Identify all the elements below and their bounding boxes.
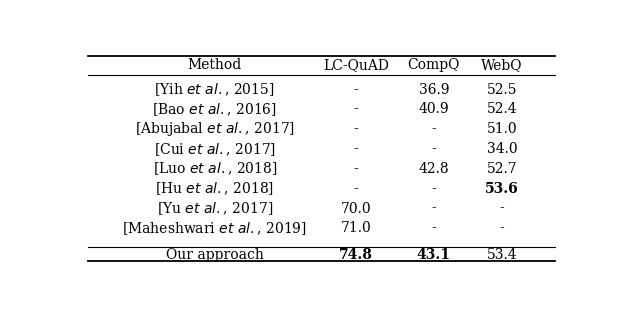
Text: Our approach: Our approach (166, 248, 264, 262)
Text: -: - (431, 202, 436, 216)
Text: -: - (499, 202, 504, 216)
Text: -: - (354, 162, 359, 176)
Text: 52.5: 52.5 (487, 83, 517, 97)
Text: -: - (354, 142, 359, 156)
Text: 53.6: 53.6 (485, 182, 519, 196)
Text: [Maheshwari $\it{et\ al.}$, 2019]: [Maheshwari $\it{et\ al.}$, 2019] (122, 220, 307, 237)
Text: 53.4: 53.4 (487, 248, 517, 262)
Text: 52.4: 52.4 (487, 102, 517, 116)
Text: CompQ: CompQ (408, 58, 460, 73)
Text: Method: Method (188, 58, 242, 73)
Text: -: - (354, 102, 359, 116)
Text: WebQ: WebQ (481, 58, 522, 73)
Text: [Yu $\it{et\ al.}$, 2017]: [Yu $\it{et\ al.}$, 2017] (157, 200, 273, 217)
Text: -: - (431, 122, 436, 136)
Text: -: - (354, 122, 359, 136)
Text: [Cui $\it{et\ al.}$, 2017]: [Cui $\it{et\ al.}$, 2017] (154, 141, 276, 158)
Text: 36.9: 36.9 (418, 83, 449, 97)
Text: LC-QuAD: LC-QuAD (323, 58, 389, 73)
Text: [Yih $\it{et\ al.}$, 2015]: [Yih $\it{et\ al.}$, 2015] (154, 81, 275, 98)
Text: -: - (354, 182, 359, 196)
Text: 51.0: 51.0 (487, 122, 517, 136)
Text: -: - (431, 221, 436, 236)
Text: 40.9: 40.9 (418, 102, 449, 116)
Text: 70.0: 70.0 (340, 202, 371, 216)
Text: -: - (431, 142, 436, 156)
Text: [Luo $\it{et\ al.}$, 2018]: [Luo $\it{et\ al.}$, 2018] (153, 160, 277, 177)
Text: 71.0: 71.0 (340, 221, 371, 236)
Text: 74.8: 74.8 (339, 248, 373, 262)
Text: -: - (431, 182, 436, 196)
Text: [Hu $\it{et\ al.}$, 2018]: [Hu $\it{et\ al.}$, 2018] (155, 181, 274, 197)
Text: -: - (354, 83, 359, 97)
Text: [Bao $\it{et\ al.}$, 2016]: [Bao $\it{et\ al.}$, 2016] (153, 101, 277, 118)
Text: [Abujabal $\it{et\ al.}$, 2017]: [Abujabal $\it{et\ al.}$, 2017] (135, 120, 295, 138)
Text: 34.0: 34.0 (487, 142, 517, 156)
Text: -: - (499, 221, 504, 236)
Text: 42.8: 42.8 (418, 162, 449, 176)
Text: 43.1: 43.1 (417, 248, 451, 262)
Text: 52.7: 52.7 (487, 162, 517, 176)
